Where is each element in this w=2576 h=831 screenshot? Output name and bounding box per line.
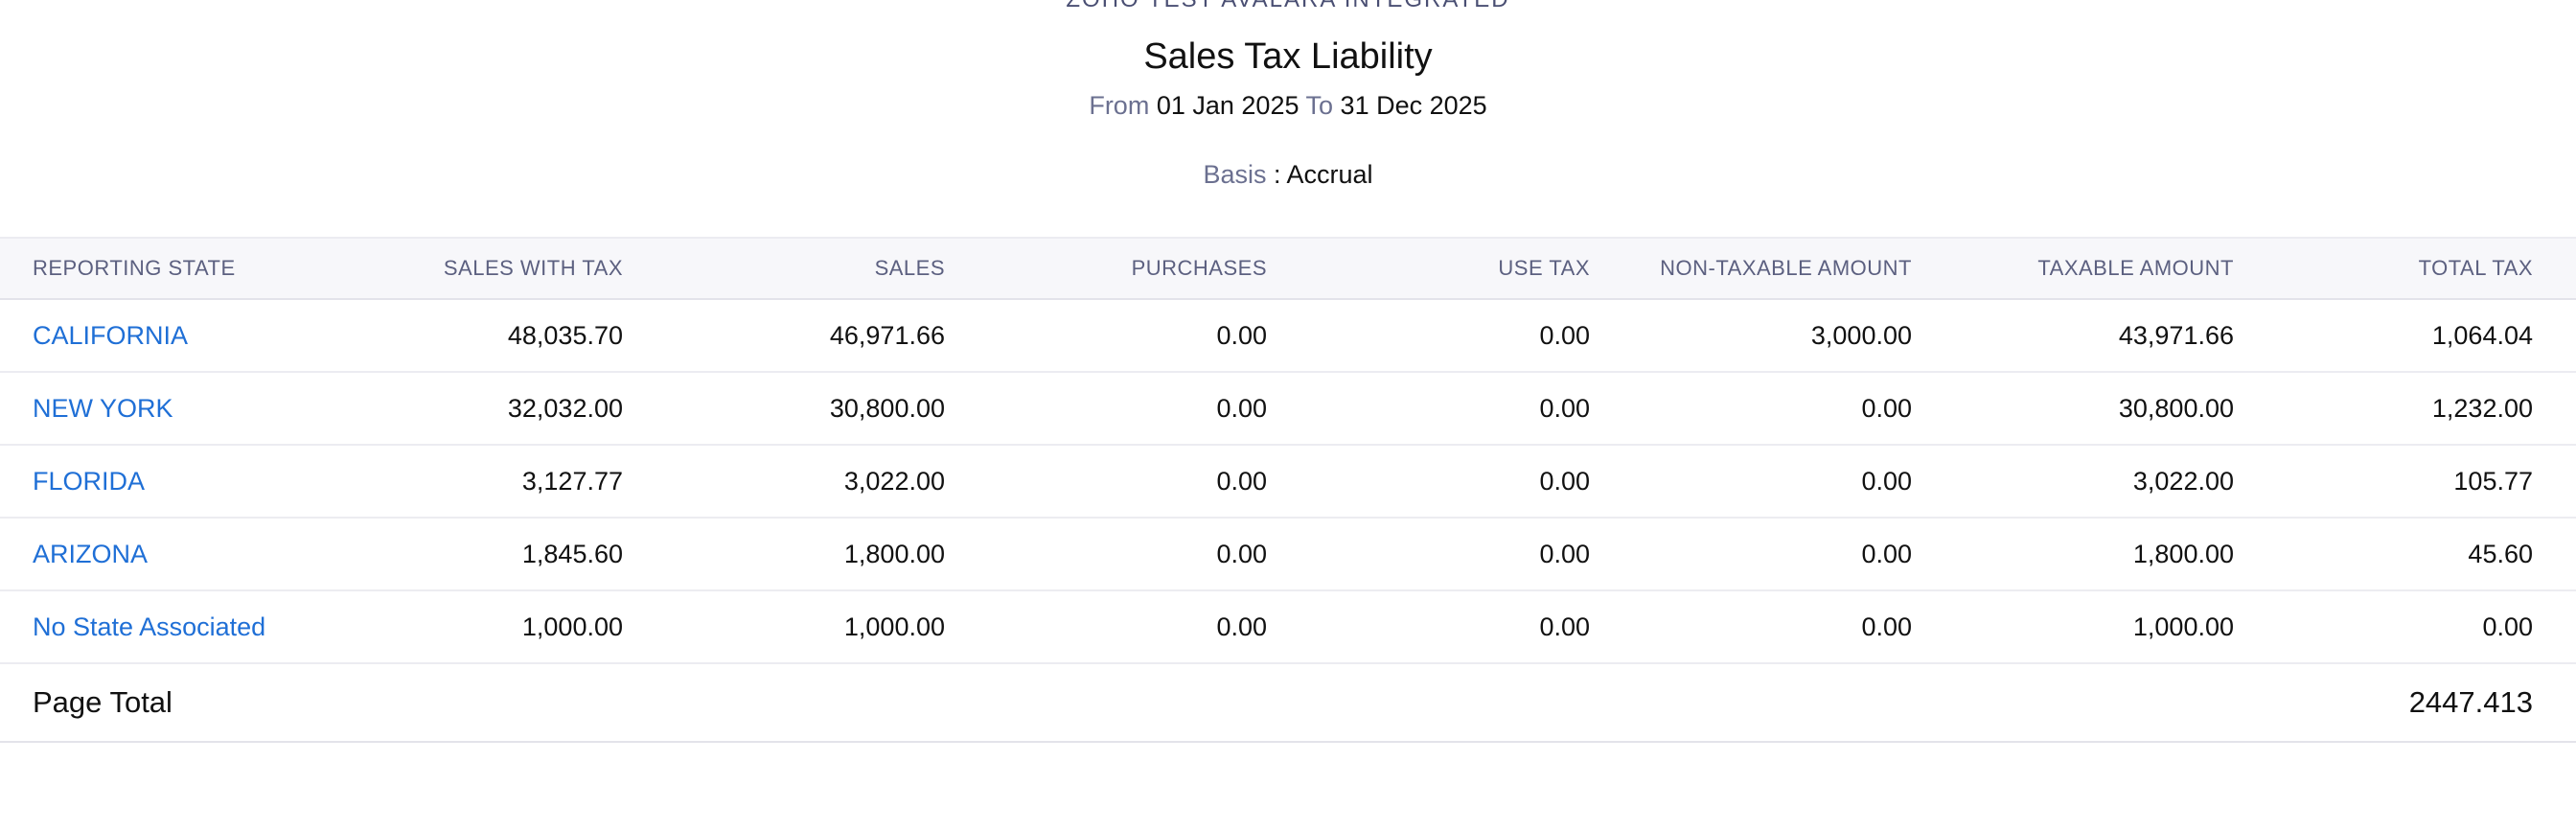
cell-purchases: 0.00	[1216, 539, 1267, 568]
cell-total-tax: 1,064.04	[2431, 320, 2533, 350]
cell-sales: 3,022.00	[843, 466, 945, 496]
cell-use-tax: 0.00	[1539, 539, 1590, 568]
cell-sales-with-tax: 3,127.77	[521, 466, 623, 496]
cell-use-tax: 0.00	[1539, 320, 1590, 350]
state-link[interactable]: No State Associated	[33, 612, 266, 641]
table-header: REPORTING STATE SALES WITH TAX SALES PUR…	[0, 237, 2576, 300]
cell-purchases: 0.00	[1216, 466, 1267, 496]
cell-use-tax: 0.00	[1539, 466, 1590, 496]
table-row: NEW YORK 32,032.00 30,800.00 0.00 0.00 0…	[0, 373, 2576, 446]
to-label: To	[1305, 91, 1334, 120]
cell-sales-with-tax: 1,000.00	[521, 612, 623, 641]
page-total-row: Page Total 2447.413	[0, 664, 2576, 743]
table-row: ARIZONA 1,845.60 1,800.00 0.00 0.00 0.00…	[0, 519, 2576, 591]
cell-use-tax: 0.00	[1539, 612, 1590, 641]
cell-total-tax: 105.77	[2453, 466, 2533, 496]
col-header-reporting-state[interactable]: REPORTING STATE	[33, 256, 236, 280]
cell-taxable-amount: 1,800.00	[2132, 539, 2234, 568]
cell-purchases: 0.00	[1216, 612, 1267, 641]
basis-separator: :	[1266, 160, 1287, 189]
from-label: From	[1089, 91, 1150, 120]
cell-total-tax: 0.00	[2482, 612, 2533, 641]
report-basis: Basis : Accrual	[0, 160, 2576, 190]
table-row: No State Associated 1,000.00 1,000.00 0.…	[0, 591, 2576, 664]
cell-taxable-amount: 30,800.00	[2118, 393, 2234, 423]
cell-sales-with-tax: 1,845.60	[521, 539, 623, 568]
cell-sales: 1,000.00	[843, 612, 945, 641]
state-link[interactable]: FLORIDA	[33, 466, 146, 496]
sales-tax-table: REPORTING STATE SALES WITH TAX SALES PUR…	[0, 237, 2576, 743]
report-date-range: From 01 Jan 2025 To 31 Dec 2025	[0, 91, 2576, 121]
report-title: Sales Tax Liability	[1143, 36, 1433, 77]
cell-sales-with-tax: 48,035.70	[507, 320, 623, 350]
cell-purchases: 0.00	[1216, 393, 1267, 423]
col-header-use-tax[interactable]: USE TAX	[1498, 256, 1590, 280]
to-date: 31 Dec 2025	[1340, 91, 1487, 120]
cell-sales: 1,800.00	[843, 539, 945, 568]
cell-taxable-amount: 3,022.00	[2132, 466, 2234, 496]
table-row: FLORIDA 3,127.77 3,022.00 0.00 0.00 0.00…	[0, 446, 2576, 519]
state-link[interactable]: CALIFORNIA	[33, 320, 189, 350]
cell-non-taxable-amount: 0.00	[1861, 612, 1912, 641]
cell-sales: 46,971.66	[829, 320, 945, 350]
col-header-total-tax[interactable]: TOTAL TAX	[2418, 256, 2533, 280]
cell-sales-with-tax: 32,032.00	[507, 393, 623, 423]
col-header-sales[interactable]: SALES	[874, 256, 945, 280]
from-date: 01 Jan 2025	[1156, 91, 1300, 120]
table-row: CALIFORNIA 48,035.70 46,971.66 0.00 0.00…	[0, 300, 2576, 373]
cell-taxable-amount: 43,971.66	[2118, 320, 2234, 350]
page-total-label: Page Total	[33, 685, 172, 719]
cell-taxable-amount: 1,000.00	[2132, 612, 2234, 641]
cell-non-taxable-amount: 0.00	[1861, 539, 1912, 568]
state-link[interactable]: ARIZONA	[33, 539, 149, 568]
cell-purchases: 0.00	[1216, 320, 1267, 350]
cell-non-taxable-amount: 0.00	[1861, 466, 1912, 496]
basis-label: Basis	[1203, 160, 1267, 189]
cell-non-taxable-amount: 0.00	[1861, 393, 1912, 423]
col-header-sales-with-tax[interactable]: SALES WITH TAX	[443, 256, 623, 280]
col-header-non-taxable-amount[interactable]: NON-TAXABLE AMOUNT	[1660, 256, 1912, 280]
organization-name: ZOHO TEST AVALARA INTEGRATED	[0, 0, 2576, 13]
cell-total-tax: 45.60	[2468, 539, 2533, 568]
cell-total-tax: 1,232.00	[2431, 393, 2533, 423]
col-header-taxable-amount[interactable]: TAXABLE AMOUNT	[2037, 256, 2234, 280]
page-total-value: 2447.413	[2408, 685, 2533, 719]
cell-use-tax: 0.00	[1539, 393, 1590, 423]
basis-value: Accrual	[1286, 160, 1373, 189]
cell-sales: 30,800.00	[829, 393, 945, 423]
state-link[interactable]: NEW YORK	[33, 393, 173, 423]
col-header-purchases[interactable]: PURCHASES	[1131, 256, 1267, 280]
cell-non-taxable-amount: 3,000.00	[1810, 320, 1912, 350]
